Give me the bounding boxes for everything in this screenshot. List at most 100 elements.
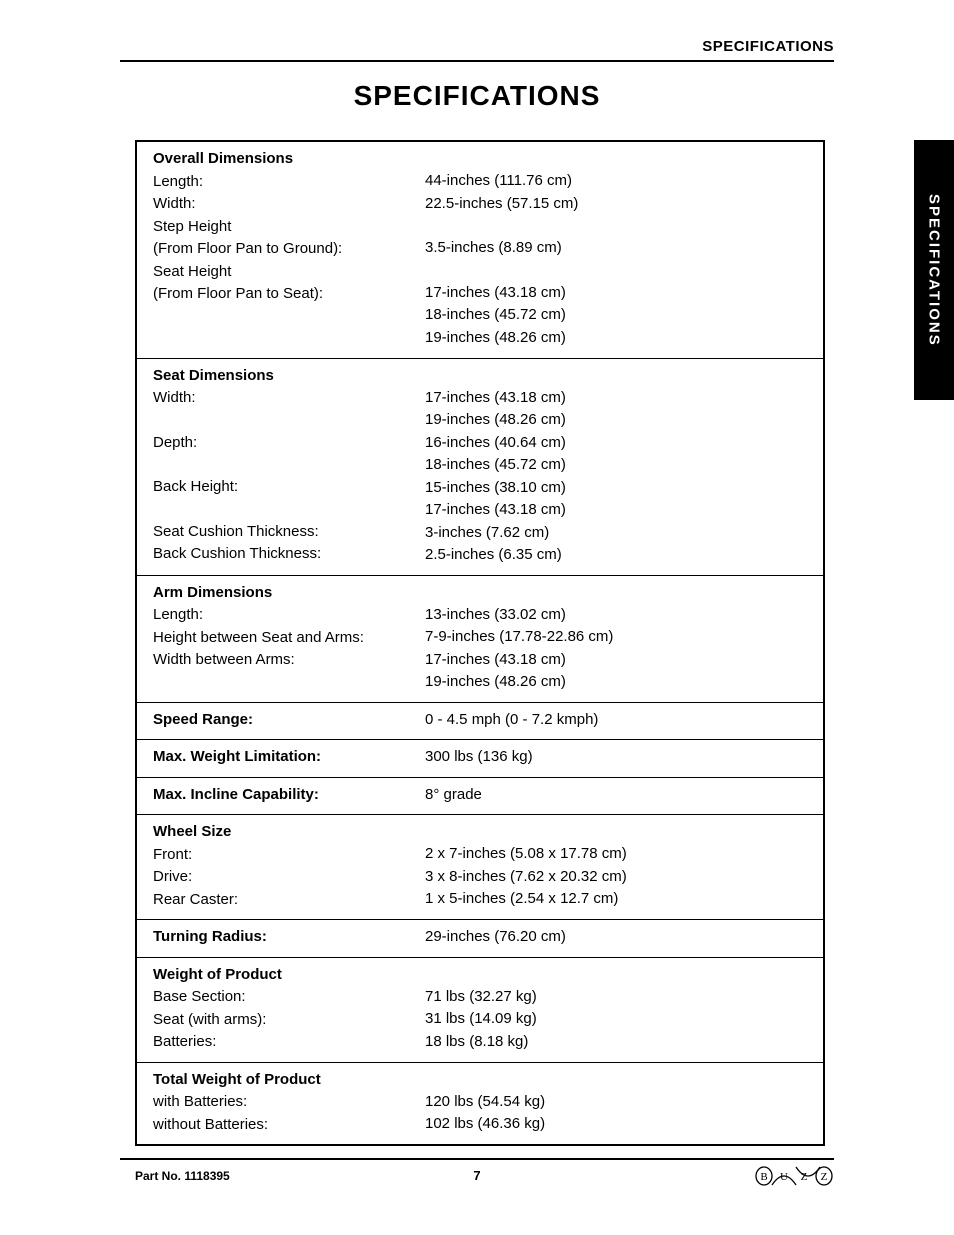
cell-left: Max. Weight Limitation:	[137, 746, 417, 769]
spacer	[425, 582, 823, 604]
cell-right: 29-inches (76.20 cm)	[417, 926, 823, 949]
value: 3-inches (7.62 cm)	[425, 522, 823, 545]
label: Step Height	[153, 216, 409, 239]
value: 29-inches (76.20 cm)	[425, 926, 823, 949]
label: (From Floor Pan to Seat):	[153, 283, 409, 306]
table-row: Arm Dimensions Length: Height between Se…	[137, 575, 823, 702]
spacer	[425, 365, 823, 387]
value: 1 x 5-inches (2.54 x 12.7 cm)	[425, 888, 823, 911]
label: with Batteries:	[153, 1091, 409, 1114]
table-row: Max. Weight Limitation: 300 lbs (136 kg)	[137, 739, 823, 777]
cell-left: Speed Range:	[137, 709, 417, 732]
section-heading: Arm Dimensions	[153, 582, 409, 605]
side-tab-label: SPECIFICATIONS	[926, 194, 943, 347]
label: Base Section:	[153, 986, 409, 1009]
spacer	[153, 672, 409, 694]
value: 18-inches (45.72 cm)	[425, 454, 823, 477]
section-heading: Seat Dimensions	[153, 365, 409, 388]
spacer	[425, 821, 823, 843]
spacer	[153, 306, 409, 328]
value: 7-9-inches (17.78-22.86 cm)	[425, 626, 823, 649]
label: Front:	[153, 844, 409, 867]
label: Depth:	[153, 432, 409, 455]
cell-right: 13-inches (33.02 cm) 7-9-inches (17.78-2…	[417, 582, 823, 694]
label: Width between Arms:	[153, 649, 409, 672]
label: Back Height:	[153, 476, 409, 499]
cell-right: 8° grade	[417, 784, 823, 807]
footer-logo-icon: B U Z Z	[754, 1165, 834, 1187]
section-heading: Turning Radius:	[153, 926, 409, 949]
value: 71 lbs (32.27 kg)	[425, 986, 823, 1009]
value: 17-inches (43.18 cm)	[425, 649, 823, 672]
value: 102 lbs (46.36 kg)	[425, 1113, 823, 1136]
value: 44-inches (111.76 cm)	[425, 170, 823, 193]
table-row: Weight of Product Base Section: Seat (wi…	[137, 957, 823, 1062]
value: 8° grade	[425, 784, 823, 807]
cell-right: 0 - 4.5 mph (0 - 7.2 kmph)	[417, 709, 823, 732]
cell-right: 120 lbs (54.54 kg) 102 lbs (46.36 kg)	[417, 1069, 823, 1137]
value: 2.5-inches (6.35 cm)	[425, 544, 823, 567]
label: Seat Height	[153, 261, 409, 284]
cell-left: Arm Dimensions Length: Height between Se…	[137, 582, 417, 694]
table-row: Seat Dimensions Width: Depth: Back Heigh…	[137, 358, 823, 575]
value: 22.5-inches (57.15 cm)	[425, 193, 823, 216]
spacer	[425, 964, 823, 986]
value: 19-inches (48.26 cm)	[425, 409, 823, 432]
svg-text:U: U	[780, 1171, 788, 1183]
spacer	[425, 215, 823, 237]
label: Length:	[153, 171, 409, 194]
page-title: SPECIFICATIONS	[0, 80, 954, 112]
label: Rear Caster:	[153, 889, 409, 912]
cell-right: 17-inches (43.18 cm) 19-inches (48.26 cm…	[417, 365, 823, 567]
section-heading: Weight of Product	[153, 964, 409, 987]
cell-left: Overall Dimensions Length: Width: Step H…	[137, 148, 417, 350]
cell-left: Wheel Size Front: Drive: Rear Caster:	[137, 821, 417, 911]
cell-left: Max. Incline Capability:	[137, 784, 417, 807]
svg-text:B: B	[760, 1171, 767, 1183]
value: 300 lbs (136 kg)	[425, 746, 823, 769]
svg-text:Z: Z	[801, 1171, 808, 1183]
label: (From Floor Pan to Ground):	[153, 238, 409, 261]
label: Seat Cushion Thickness:	[153, 521, 409, 544]
value: 19-inches (48.26 cm)	[425, 671, 823, 694]
label: Batteries:	[153, 1031, 409, 1054]
cell-right: 71 lbs (32.27 kg) 31 lbs (14.09 kg) 18 l…	[417, 964, 823, 1054]
spacer	[153, 499, 409, 521]
value: 17-inches (43.18 cm)	[425, 499, 823, 522]
label: without Batteries:	[153, 1114, 409, 1137]
cell-left: Seat Dimensions Width: Depth: Back Heigh…	[137, 365, 417, 567]
value: 17-inches (43.18 cm)	[425, 282, 823, 305]
section-heading: Max. Incline Capability:	[153, 784, 409, 807]
label: Height between Seat and Arms:	[153, 627, 409, 650]
value: 31 lbs (14.09 kg)	[425, 1008, 823, 1031]
section-heading: Overall Dimensions	[153, 148, 409, 171]
value: 19-inches (48.26 cm)	[425, 327, 823, 350]
cell-left: Turning Radius:	[137, 926, 417, 949]
spacer	[425, 148, 823, 170]
value: 120 lbs (54.54 kg)	[425, 1091, 823, 1114]
header-rule	[120, 60, 834, 62]
value: 3.5-inches (8.89 cm)	[425, 237, 823, 260]
spacer	[153, 328, 409, 350]
svg-text:Z: Z	[821, 1171, 828, 1183]
value: 13-inches (33.02 cm)	[425, 604, 823, 627]
label: Drive:	[153, 866, 409, 889]
spacer	[153, 410, 409, 432]
value: 18-inches (45.72 cm)	[425, 304, 823, 327]
table-row: Wheel Size Front: Drive: Rear Caster: 2 …	[137, 814, 823, 919]
table-row: Overall Dimensions Length: Width: Step H…	[137, 142, 823, 358]
table-row: Total Weight of Product with Batteries: …	[137, 1062, 823, 1145]
value: 3 x 8-inches (7.62 x 20.32 cm)	[425, 866, 823, 889]
header-small-title: SPECIFICATIONS	[702, 38, 834, 55]
value: 2 x 7-inches (5.08 x 17.78 cm)	[425, 843, 823, 866]
cell-right: 2 x 7-inches (5.08 x 17.78 cm) 3 x 8-inc…	[417, 821, 823, 911]
spec-table: Overall Dimensions Length: Width: Step H…	[135, 140, 825, 1146]
label: Width:	[153, 193, 409, 216]
side-tab: SPECIFICATIONS	[914, 140, 954, 400]
spacer	[425, 1069, 823, 1091]
cell-left: Weight of Product Base Section: Seat (wi…	[137, 964, 417, 1054]
value: 15-inches (38.10 cm)	[425, 477, 823, 500]
cell-right: 300 lbs (136 kg)	[417, 746, 823, 769]
label: Seat (with arms):	[153, 1009, 409, 1032]
spacer	[425, 260, 823, 282]
